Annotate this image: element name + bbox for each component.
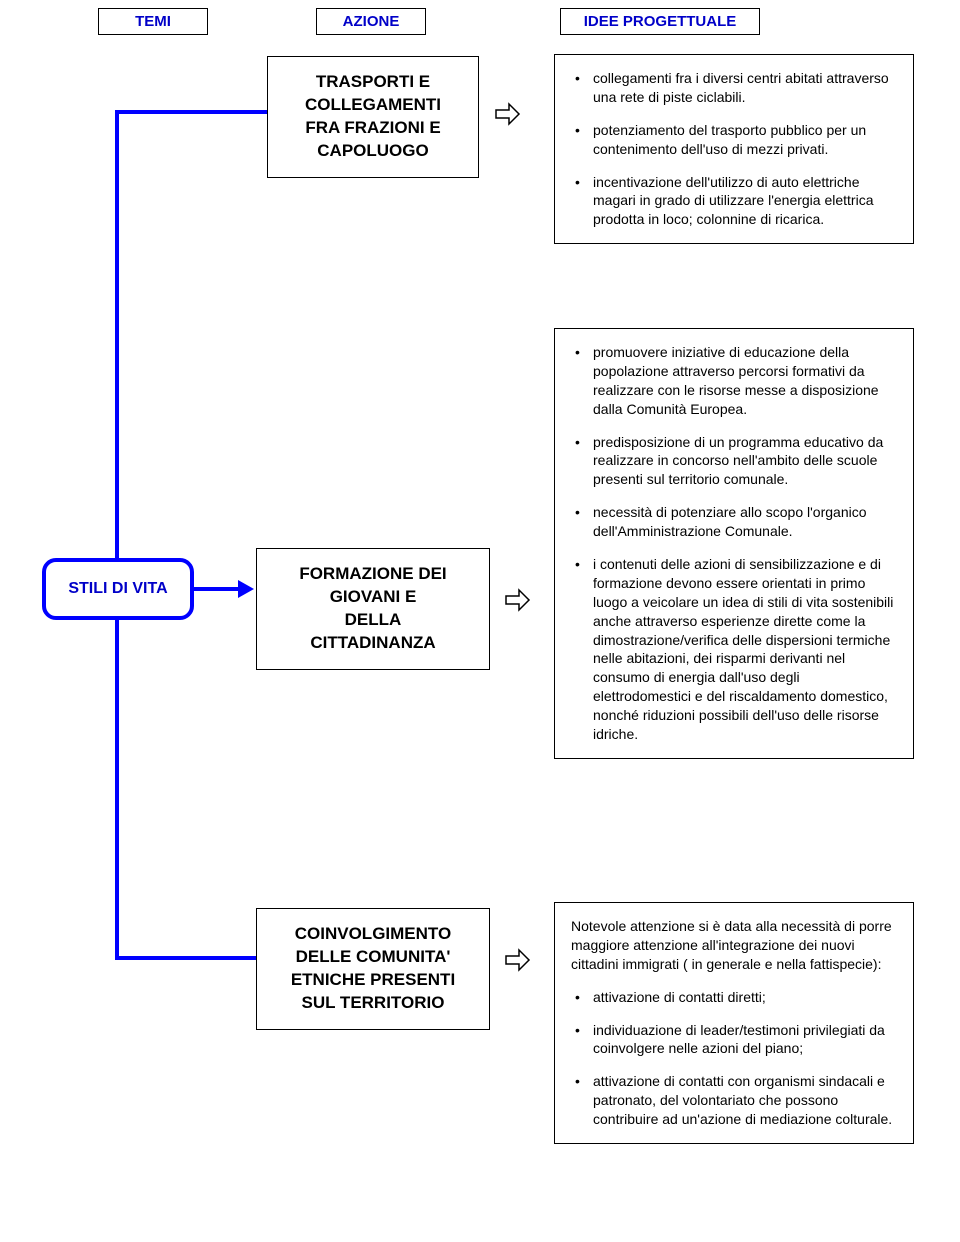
idea-box-2: promuovere iniziative di educazione dell… xyxy=(554,328,914,759)
idea-1-item: collegamenti fra i diversi centri abitat… xyxy=(571,69,897,107)
hollow-arrow-a2 xyxy=(505,588,531,612)
idea-3-intro: Notevole attenzione si è data alla neces… xyxy=(571,917,897,974)
connector-to-a2 xyxy=(194,587,240,591)
header-idee: IDEE PROGETTUALE xyxy=(560,8,760,35)
arrow-to-a2 xyxy=(238,580,256,598)
action-formazione: FORMAZIONE DEI GIOVANI E DELLA CITTADINA… xyxy=(256,548,490,670)
idea-3-item: individuazione di leader/testimoni privi… xyxy=(571,1021,897,1059)
idea-box-1: collegamenti fra i diversi centri abitat… xyxy=(554,54,914,244)
hollow-arrow-a3 xyxy=(505,948,531,972)
connector-to-a3 xyxy=(115,956,256,960)
idea-1-item: incentivazione dell'utilizzo di auto ele… xyxy=(571,173,897,230)
connector-trunk xyxy=(115,110,119,558)
header-azione: AZIONE xyxy=(316,8,426,35)
idea-2-item: necessità di potenziare allo scopo l'org… xyxy=(571,503,897,541)
action-trasporti: TRASPORTI E COLLEGAMENTI FRA FRAZIONI E … xyxy=(267,56,479,178)
header-temi: TEMI xyxy=(98,8,208,35)
idea-2-item: promuovere iniziative di educazione dell… xyxy=(571,343,897,419)
action-coinvolgimento: COINVOLGIMENTO DELLE COMUNITA' ETNICHE P… xyxy=(256,908,490,1030)
idea-3-item: attivazione di contatti con organismi si… xyxy=(571,1072,897,1129)
connector-to-a1 xyxy=(115,110,267,114)
idea-2-item: predisposizione di un programma educativ… xyxy=(571,433,897,490)
theme-stili-di-vita: STILI DI VITA xyxy=(42,558,194,620)
connector-trunk-lower xyxy=(115,620,119,960)
idea-1-item: potenziamento del trasporto pubblico per… xyxy=(571,121,897,159)
idea-box-3: Notevole attenzione si è data alla neces… xyxy=(554,902,914,1144)
idea-2-item: i contenuti delle azioni di sensibilizza… xyxy=(571,555,897,744)
idea-3-item: attivazione di contatti diretti; xyxy=(571,988,897,1007)
hollow-arrow-a1 xyxy=(495,102,521,126)
